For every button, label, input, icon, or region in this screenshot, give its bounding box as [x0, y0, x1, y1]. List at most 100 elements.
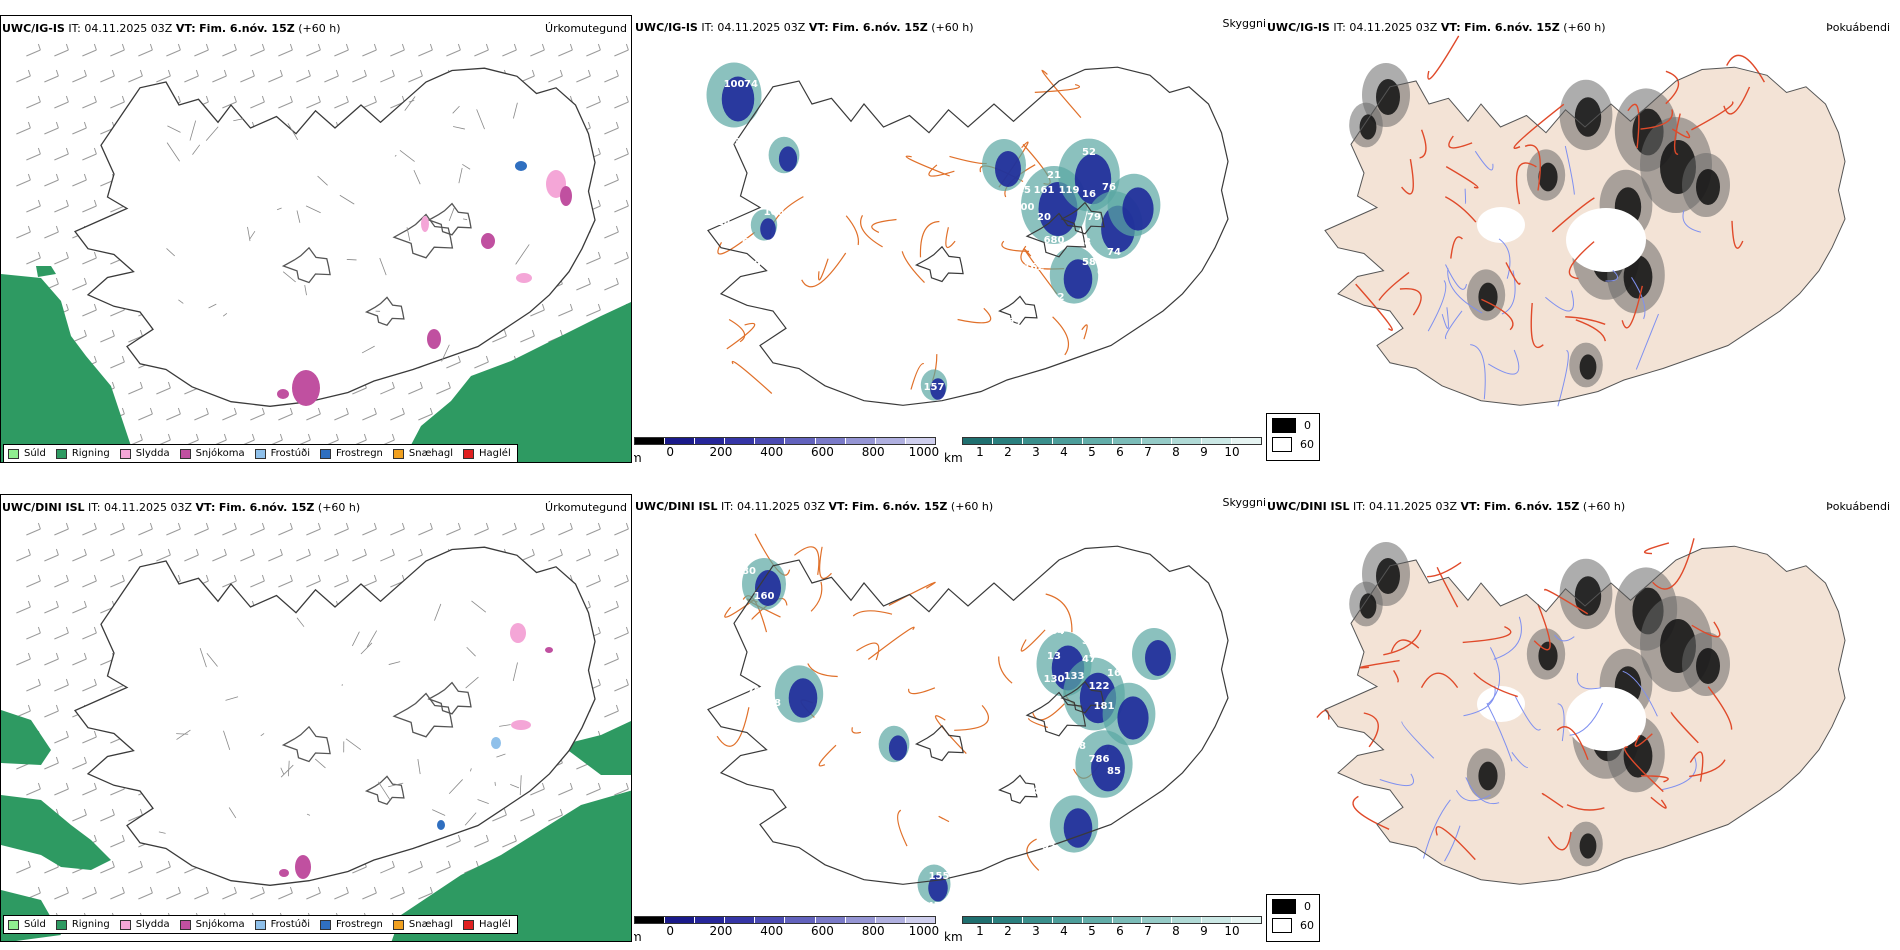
init-time: 04.11.2025 03Z: [717, 21, 805, 34]
ceiling-value-label: 76: [1102, 182, 1116, 193]
visibility-tick-label: 8: [1172, 924, 1180, 938]
precip-legend-swatch: [255, 449, 266, 459]
precip-legend-item: Slydda: [120, 919, 170, 930]
precip-legend-swatch: [180, 920, 191, 930]
precip-panel-title: Úrkomutegund: [545, 501, 627, 514]
colorbar-cell: [1053, 917, 1083, 923]
precip-legend-item: Snjókoma: [180, 919, 245, 930]
precip-type-panel: UWC/DINI ISL IT: 04.11.2025 03Z VT: Fim.…: [0, 494, 632, 942]
model-name: UWC/DINI ISL: [1267, 500, 1350, 513]
colorbar-cell: [785, 917, 815, 923]
it-label: IT:: [701, 21, 713, 34]
precip-legend-label: Frostúði: [271, 919, 310, 930]
ceiling-value-label: 21: [1047, 170, 1061, 181]
precip-legend-item: Rigning: [56, 448, 110, 459]
visibility-tick-label: 5: [1088, 924, 1096, 938]
visibility-tick-label: 7: [1144, 445, 1152, 459]
precip-legend-item: Frostregn: [320, 919, 383, 930]
ceiling-value-label: 47: [1082, 654, 1096, 665]
it-label: IT:: [1333, 21, 1345, 34]
ceiling-value-label: 8: [981, 347, 988, 358]
fog-legend-light-swatch: [1272, 918, 1292, 933]
it-label: IT:: [721, 500, 733, 513]
precip-legend-item: Haglél: [463, 919, 511, 930]
colorbar-cell: [725, 438, 755, 444]
fog-legend-light-label: 60: [1300, 919, 1314, 932]
precip-legend-item: Snæhagl: [393, 448, 453, 459]
colorbar-cell: [1053, 438, 1083, 444]
ceiling-value-label: 68: [1077, 237, 1091, 248]
ceiling-tick-label: 200: [710, 445, 733, 459]
colorbar-cell: [725, 917, 755, 923]
colorbar-cell: [1202, 917, 1232, 923]
ceiling-value-label: 16: [1107, 668, 1121, 679]
ceiling-value-label: 17: [747, 616, 761, 627]
ceiling-colorbar: 0 200 400 600 800 1000 m: [634, 437, 936, 459]
init-time: 04.11.2025 03Z: [84, 22, 172, 35]
ceiling-value-label: 100: [1014, 202, 1035, 213]
ceiling-value-label: 83: [1047, 724, 1061, 735]
ceiling-value-label: 55: [1042, 841, 1056, 852]
fog-index-panel: UWC/DINI ISL IT: 04.11.2025 03Z VT: Fim.…: [1266, 494, 1900, 942]
ceiling-tick-label: 800: [862, 924, 885, 938]
precip-legend-item: Haglél: [463, 448, 511, 459]
iceland-coast: [708, 67, 1228, 405]
ceiling-tick-label: 400: [760, 924, 783, 938]
visibility-unit: km: [944, 451, 963, 463]
precip-legend-swatch: [320, 920, 331, 930]
colorbar-cell: [846, 917, 876, 923]
visibility-tick-label: 4: [1060, 924, 1068, 938]
init-time: 04.11.2025 03Z: [1369, 500, 1457, 513]
vt-label: VT:: [1461, 500, 1481, 513]
ceiling-value-label: 119: [1059, 185, 1080, 196]
lead-time: (+60 h): [1563, 21, 1605, 34]
ceiling-value-label: 79: [1087, 212, 1101, 223]
visibility-tick-label: 6: [1116, 924, 1124, 938]
ceiling-value-label: 80: [742, 566, 756, 577]
precip-legend-item: Snæhagl: [393, 919, 453, 930]
colorbar-cell: [906, 438, 935, 444]
ceiling-value-label: 20: [1037, 212, 1051, 223]
it-label: IT:: [68, 22, 80, 35]
colorbar-cell: [993, 438, 1023, 444]
precip-legend: Súld Rigning Slydda Snjókoma Frostúði Frostre…: [3, 444, 518, 463]
ceiling-value-label: 74: [744, 79, 758, 90]
colorbar-cell: [906, 917, 935, 923]
ceiling-panel-header: UWC/DINI ISL IT: 04.11.2025 03Z VT: Fim.…: [635, 500, 993, 513]
fog-legend-light-label: 60: [1300, 438, 1314, 451]
visibility-colorbar-strip: [962, 916, 1262, 924]
lead-time: (+60 h): [951, 500, 993, 513]
colorbar-cell: [1113, 438, 1143, 444]
visibility-tick-label: 9: [1200, 445, 1208, 459]
visibility-tick-label: 3: [1032, 924, 1040, 938]
valid-time: Fim. 6.nóv. 15Z: [219, 501, 315, 514]
lead-time: (+60 h): [931, 21, 973, 34]
precip-legend-label: Snjókoma: [196, 919, 245, 930]
ceiling-tick-label: 600: [811, 445, 834, 459]
precip-type-map: [1, 16, 632, 463]
precip-legend-item: Súld: [8, 919, 46, 930]
ceiling-value-label: 60: [1097, 267, 1111, 278]
ceiling-value-label: 76: [992, 686, 1006, 697]
vt-label: VT:: [196, 501, 216, 514]
colorbar-cell: [876, 438, 906, 444]
visibility-tick-label: 4: [1060, 445, 1068, 459]
ceiling-value-label: 79: [747, 686, 761, 697]
precip-legend-swatch: [180, 449, 191, 459]
colorbar-cell: [816, 917, 846, 923]
valid-time: Fim. 6.nóv. 15Z: [1464, 21, 1560, 34]
colorbar-cell: [635, 438, 665, 444]
ceiling-panel-title: Skyggni: [1223, 17, 1266, 30]
fog-legend-dark-label: 0: [1304, 900, 1311, 913]
ceiling-colorbar-strip: [634, 916, 936, 924]
fog-panel-header: UWC/IG-IS IT: 04.11.2025 03Z VT: Fim. 6.…: [1267, 21, 1605, 34]
precip-legend-swatch: [56, 920, 67, 930]
visibility-unit: km: [944, 930, 963, 942]
visibility-patches: [742, 558, 1176, 904]
precip-legend-label: Súld: [24, 448, 46, 459]
precip-legend-label: Rigning: [72, 448, 110, 459]
visibility-tick-label: 6: [1116, 445, 1124, 459]
ceiling-value-label: 58: [1082, 257, 1096, 268]
model-name: UWC/DINI ISL: [2, 501, 85, 514]
fog-legend-dark-label: 0: [1304, 419, 1311, 432]
